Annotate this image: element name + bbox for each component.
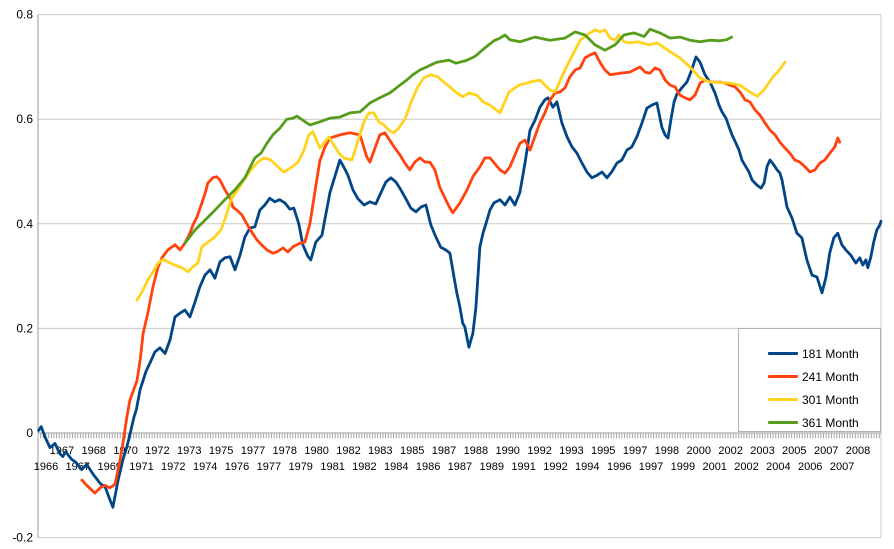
legend-line-swatch-361-month (768, 421, 798, 424)
x-tick-label: 1974 (193, 461, 217, 473)
legend-item-361-month: 361 Month (739, 411, 880, 434)
x-tick-label: 2003 (750, 445, 774, 457)
y-tick-label: 0 (26, 426, 33, 440)
x-tick-label: 1992 (527, 445, 551, 457)
x-tick-label: 1976 (225, 461, 249, 473)
legend-label-241-month: 241 Month (802, 369, 859, 384)
x-tick-label: 1987 (448, 461, 472, 473)
series-line-181-month (37, 55, 883, 509)
x-tick-label: 2004 (766, 461, 790, 473)
x-tick-label: 1979 (288, 461, 312, 473)
x-tick-label: 1983 (368, 445, 392, 457)
y-tick-label: 0.2 (16, 321, 33, 335)
x-tick-label: 1971 (129, 461, 153, 473)
x-tick-label: 1990 (495, 445, 519, 457)
x-tick-label: 1982 (352, 461, 376, 473)
legend-line-swatch-181-month (768, 352, 798, 355)
series-line-301-month (135, 28, 787, 302)
legend: 181 Month 241 Month 301 Month 361 Month (738, 328, 881, 432)
x-tick-label: 1995 (591, 445, 615, 457)
legend-line-swatch-301-month (768, 398, 798, 401)
x-tick-label: 1972 (161, 461, 185, 473)
x-tick-label: 2007 (814, 445, 838, 457)
x-tick-label: 1986 (416, 461, 440, 473)
x-tick-label: 1984 (384, 461, 408, 473)
x-tick-label: 1992 (543, 461, 567, 473)
x-tick-label: 1988 (464, 445, 488, 457)
x-tick-label: 1985 (400, 445, 424, 457)
x-tick-label: 1982 (336, 445, 360, 457)
x-tick-label: 1994 (575, 461, 599, 473)
x-tick-label: 2001 (702, 461, 726, 473)
x-tick-label: 2007 (830, 461, 854, 473)
x-tick-label: 1981 (320, 461, 344, 473)
legend-label-181-month: 181 Month (802, 346, 859, 361)
series-line-361-month (183, 27, 733, 245)
x-tick-label: 1996 (607, 461, 631, 473)
x-tick-label: 1999 (671, 461, 695, 473)
x-tick-label: 2002 (718, 445, 742, 457)
x-tick-label: 1997 (623, 445, 647, 457)
x-tick-label: 1977 (257, 461, 281, 473)
x-tick-label: 1997 (639, 461, 663, 473)
legend-label-301-month: 301 Month (802, 392, 859, 407)
x-tick-label: 1966 (34, 461, 58, 473)
y-tick-label: -0.2 (12, 531, 33, 545)
x-tick-label: 2002 (734, 461, 758, 473)
x-tick-label: 1989 (480, 461, 504, 473)
x-tick-label: 1973 (177, 445, 201, 457)
legend-line-swatch-241-month (768, 375, 798, 378)
x-tick-label: 2000 (687, 445, 711, 457)
x-tick-label: 1978 (273, 445, 297, 457)
x-tick-label: 1998 (655, 445, 679, 457)
legend-item-241-month: 241 Month (739, 365, 880, 388)
x-tick-label: 1987 (432, 445, 456, 457)
legend-label-361-month: 361 Month (802, 415, 859, 430)
x-tick-label: 1975 (209, 445, 233, 457)
x-tick-label: 1980 (304, 445, 328, 457)
x-tick-label: 1977 (241, 445, 265, 457)
x-tick-label: 1969 (97, 461, 121, 473)
x-tick-label: 2006 (798, 461, 822, 473)
x-tick-label: 1968 (81, 445, 105, 457)
y-tick-label: 0.8 (16, 8, 33, 22)
x-tick-label: 1972 (145, 445, 169, 457)
x-tick-label: 1991 (511, 461, 535, 473)
legend-item-181-month: 181 Month (739, 342, 880, 365)
legend-item-301-month: 301 Month (739, 388, 880, 411)
x-tick-label: 2005 (782, 445, 806, 457)
x-tick-label: 1993 (559, 445, 583, 457)
x-tick-label: 1967 (66, 461, 90, 473)
y-tick-label: 0.6 (16, 112, 33, 126)
x-tick-label: 2008 (846, 445, 870, 457)
y-tick-label: 0.4 (16, 217, 33, 231)
